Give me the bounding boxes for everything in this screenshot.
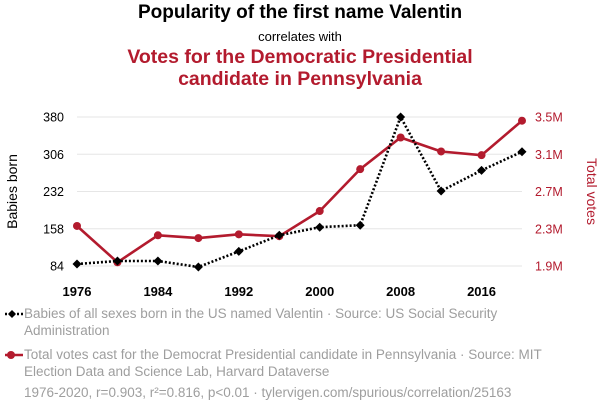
chart-title: Popularity of the first name Valentin [137,2,463,23]
point-babies [274,230,284,240]
point-votes [73,221,81,230]
point-votes [194,234,203,243]
chart-subtitle: correlates with [258,29,342,44]
y-left-tick-label: 232 [43,185,64,199]
series-line-votes [76,119,523,264]
y-right-tick-label: 2.7M [535,185,563,199]
legend-marker-votes-icon [5,351,23,359]
x-tick-label: 1984 [143,284,173,299]
point-babies [234,246,244,256]
second-title-line-1: Votes for the Democratic Presidential [127,46,473,68]
point-babies [193,262,203,272]
x-tick-label: 2016 [467,284,496,299]
point-babies [72,259,82,269]
y-left-tick-label: 158 [43,222,64,236]
legend-label-votes: Total votes cast for the Democrat Presid… [24,347,542,379]
point-babies [315,222,325,232]
x-tick-label: 1992 [224,284,253,299]
x-tick-label: 2000 [305,284,334,299]
x-tick-label: 2008 [386,284,415,299]
y-right-axis-title: Total votes [584,158,600,225]
point-votes [356,165,365,174]
point-votes [477,151,486,160]
x-tick-label: 1976 [63,284,92,299]
legend-marker-babies-icon [5,310,23,318]
chart-plot: 84 158 232 306 380 1.9M 2.3M 2.7M 3.1M 3.5M 1976 19… [4,111,600,300]
second-title-line-2: candidate in Pennsylvania [178,68,422,90]
point-babies [153,256,163,266]
point-votes [315,207,324,216]
point-babies [477,165,487,175]
y-left-tick-label: 84 [50,260,64,274]
y-right-tick-label: 2.3M [535,222,563,236]
point-babies [112,256,122,266]
chart-second-title: Votes for the Democratic Presidential ca… [0,46,600,90]
point-votes [518,116,526,125]
point-babies [517,147,527,157]
legend-label-babies: Babies of all sexes born in the US named… [24,306,498,338]
point-babies [396,112,406,122]
y-right-tick-label: 1.9M [535,260,563,274]
y-left-tick-label: 306 [43,148,64,162]
point-votes [234,230,243,239]
point-babies [355,220,365,230]
footer-stats: 1976-2020, r=0.903, r²=0.816, p<0.01 · t… [24,385,512,400]
point-votes [396,133,405,142]
y-left-axis-title: Babies born [4,154,20,229]
y-right-tick-label: 3.5M [535,111,563,125]
point-votes [437,147,446,156]
point-votes [153,231,162,240]
y-left-tick-label: 380 [43,111,64,125]
point-babies [436,186,446,196]
y-right-tick-label: 3.1M [535,148,563,162]
series-line-babies [76,113,523,269]
